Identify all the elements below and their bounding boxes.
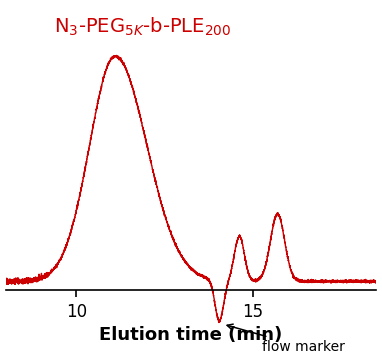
X-axis label: Elution time (min): Elution time (min) [99,327,283,345]
Text: flow marker: flow marker [227,324,345,354]
Text: N$_3$-PEG$_{5K}$-b-PLE$_{200}$: N$_3$-PEG$_{5K}$-b-PLE$_{200}$ [54,16,231,38]
